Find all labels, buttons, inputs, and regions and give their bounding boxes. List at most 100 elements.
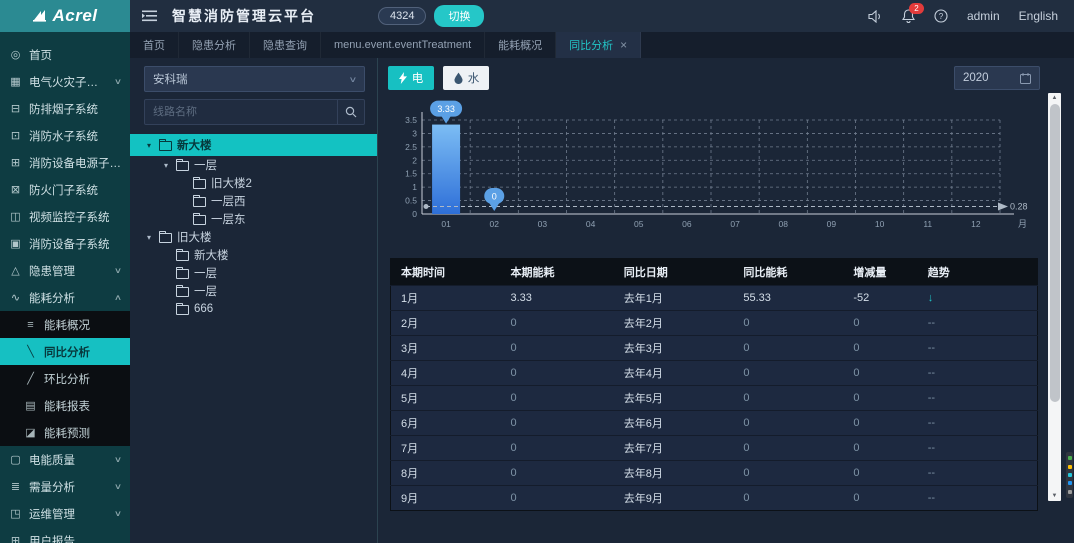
average-line-label: 0.28 (1010, 201, 1028, 211)
chevron-down-icon: ∨ (348, 74, 358, 84)
year-picker[interactable]: 2020 (954, 66, 1040, 90)
trend-value: -- (917, 410, 1038, 436)
table-row[interactable]: 5月 0 去年5月 0 0 -- (390, 385, 1038, 411)
volume-icon[interactable] (868, 9, 883, 23)
trend-value: -- (917, 310, 1038, 336)
bell-icon[interactable]: 2 (901, 3, 924, 23)
trend-value: -- (917, 485, 1038, 511)
tree-node-一层西[interactable]: 一层西 (130, 192, 377, 210)
y-tick-label: 1 (412, 182, 417, 192)
table-row[interactable]: 6月 0 去年6月 0 0 -- (390, 410, 1038, 436)
water-toggle-button[interactable]: 水 (443, 66, 490, 90)
fire-equipment-icon: ▣ (10, 238, 21, 250)
scrollbar-thumb[interactable] (1049, 104, 1060, 402)
sidebar-subitem-能耗概况[interactable]: ≡ 能耗概况 (0, 311, 130, 338)
sidebar-item-用户报告[interactable]: ⊞ 用户报告 (0, 527, 130, 543)
search-icon[interactable] (337, 100, 364, 124)
sidebar-item-消防水子系统[interactable]: ⊡ 消防水子系统 (0, 122, 130, 149)
table-row[interactable]: 9月 0 去年9月 0 0 -- (390, 485, 1038, 511)
tree-node-一层[interactable]: 一层 (130, 264, 377, 282)
tree-node-一层东[interactable]: 一层东 (130, 210, 377, 228)
table-row[interactable]: 3月 0 去年3月 0 0 -- (390, 335, 1038, 361)
tab-2[interactable]: 隐患查询 (250, 32, 321, 58)
tab-5[interactable]: 同比分析 × (556, 32, 642, 58)
company-select[interactable]: 安科瑞 ∨ (144, 66, 365, 92)
switch-button[interactable]: 切换 (434, 5, 485, 27)
sidebar-item-隐患管理[interactable]: △ 隐患管理 ∨ (0, 257, 130, 284)
sidebar-item-防火门子系统[interactable]: ⊠ 防火门子系统 (0, 176, 130, 203)
tree-node-新大楼[interactable]: 新大楼 (130, 246, 377, 264)
tree-node-666[interactable]: 666 (130, 300, 377, 318)
sidebar-item-label: 消防水子系统 (29, 130, 98, 143)
tab-close-icon[interactable]: × (620, 38, 628, 52)
electric-toggle-label: 电 (411, 73, 424, 85)
x-tick-label: 07 (730, 219, 740, 229)
table-cell: 0 (500, 485, 614, 511)
average-line-arrow (998, 202, 1008, 211)
table-cell: 2月 (390, 310, 501, 336)
help-icon[interactable]: ? (934, 9, 948, 23)
table-cell: 去年1月 (613, 285, 734, 311)
sidebar-subitem-环比分析[interactable]: ╱ 环比分析 (0, 365, 130, 392)
sidebar-item-视频监控子系统[interactable]: ◫ 视频监控子系统 (0, 203, 130, 230)
electric-toggle-button[interactable]: 电 (388, 66, 434, 90)
sidebar-item-label: 消防设备电源子系统 (29, 157, 121, 170)
sidebar-item-首页[interactable]: ◎ 首页 (0, 41, 130, 68)
table-row[interactable]: 4月 0 去年4月 0 0 -- (390, 360, 1038, 386)
sidebar-subitem-能耗预测[interactable]: ◪ 能耗预测 (0, 419, 130, 446)
language-switch[interactable]: English (1018, 9, 1058, 23)
sidebar-item-需量分析[interactable]: ≣ 需量分析 ∨ (0, 473, 130, 500)
tab-3[interactable]: menu.event.eventTreatment (321, 32, 486, 58)
table-cell: 0 (733, 460, 844, 486)
sidebar-item-运维管理[interactable]: ◳ 运维管理 ∨ (0, 500, 130, 527)
table-row[interactable]: 8月 0 去年8月 0 0 -- (390, 460, 1038, 486)
table-cell: 去年2月 (613, 310, 734, 336)
chevron-down-icon: ∨ (113, 455, 123, 464)
sidebar-subitem-同比分析[interactable]: ╲ 同比分析 (0, 338, 130, 365)
sidebar-item-防排烟子系统[interactable]: ⊟ 防排烟子系统 (0, 95, 130, 122)
sidebar-item-消防设备子系统[interactable]: ▣ 消防设备子系统 (0, 230, 130, 257)
x-axis-unit: 月 (1018, 219, 1027, 229)
scrollbar-up-icon[interactable]: ▲ (1051, 95, 1058, 101)
user-menu[interactable]: admin (966, 9, 1000, 23)
line-search-input[interactable] (145, 100, 337, 124)
tree-node-旧大楼[interactable]: ▾ 旧大楼 (130, 228, 377, 246)
point-marker (484, 188, 505, 204)
tree-expander-icon[interactable]: ▾ (146, 140, 151, 150)
sidebar-subitem-能耗报表[interactable]: ▤ 能耗报表 (0, 392, 130, 419)
tree-node-label: 一层 (194, 286, 217, 298)
tree-node-label: 一层 (194, 160, 217, 172)
tree-node-一层[interactable]: 一层 (130, 282, 377, 300)
table-cell: 去年4月 (613, 360, 734, 386)
sidebar-item-能耗分析[interactable]: ∿ 能耗分析 ∧ (0, 284, 130, 311)
scrollbar-down-icon[interactable]: ▼ (1051, 493, 1058, 499)
trend-down-icon: ↓ (917, 285, 1038, 311)
table-row[interactable]: 2月 0 去年2月 0 0 -- (390, 310, 1038, 336)
tab-0[interactable]: 首页 (130, 32, 179, 58)
tree-node-一层[interactable]: ▾ 一层 (130, 156, 377, 174)
sidebar-item-电能质量[interactable]: ▢ 电能质量 ∨ (0, 446, 130, 473)
sidebar-item-label: 防排烟子系统 (29, 103, 98, 116)
smoke-control-icon: ⊟ (10, 103, 21, 115)
table-cell: 9月 (390, 485, 501, 511)
tree-expander-icon[interactable]: ▾ (163, 160, 168, 170)
tree-node-新大楼[interactable]: ▾ 新大楼 (130, 134, 377, 156)
tab-label: 隐患查询 (263, 40, 307, 52)
table-cell: 0 (843, 410, 918, 436)
table-cell: 0 (843, 460, 918, 486)
table-cell: 0 (733, 485, 844, 511)
table-row[interactable]: 1月 3.33 去年1月 55.33 -52 ↓ (390, 285, 1038, 311)
content-scrollbar[interactable]: ▲ ▼ (1048, 93, 1061, 501)
y-tick-label: 0 (412, 209, 417, 219)
tab-4[interactable]: 能耗概况 (485, 32, 557, 58)
tree-node-旧大楼2[interactable]: 旧大楼2 (130, 174, 377, 192)
table-row[interactable]: 7月 0 去年7月 0 0 -- (390, 435, 1038, 461)
sidebar-item-消防设备电源子系统[interactable]: ⊞ 消防设备电源子系统 (0, 149, 130, 176)
tree-expander-icon[interactable]: ▾ (146, 232, 151, 242)
sidebar-item-label: 能耗报表 (44, 400, 90, 413)
collapse-sidebar-icon[interactable] (142, 10, 158, 22)
sidebar-item-电气火灾子系统[interactable]: ▦ 电气火灾子系统 ∨ (0, 68, 130, 95)
tab-1[interactable]: 隐患分析 (179, 32, 250, 58)
company-select-value: 安科瑞 (153, 74, 188, 86)
tree-node-label: 一层东 (211, 214, 246, 226)
